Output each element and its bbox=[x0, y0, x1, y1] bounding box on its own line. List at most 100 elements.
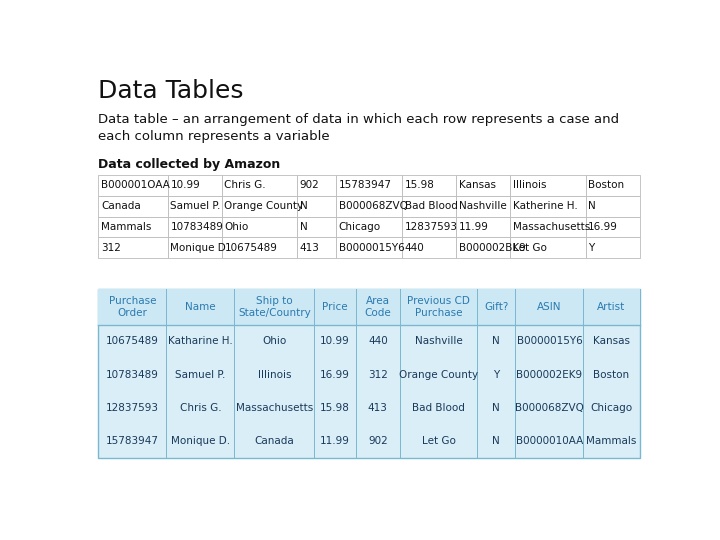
Text: 11.99: 11.99 bbox=[320, 436, 350, 446]
Text: 10675489: 10675489 bbox=[225, 243, 277, 253]
FancyBboxPatch shape bbox=[222, 175, 297, 196]
Text: Data table – an arrangement of data in which each row represents a case and
each: Data table – an arrangement of data in w… bbox=[99, 113, 619, 143]
FancyBboxPatch shape bbox=[510, 175, 585, 196]
Text: Ohio: Ohio bbox=[225, 222, 248, 232]
Text: Nashville: Nashville bbox=[415, 336, 462, 346]
FancyBboxPatch shape bbox=[510, 238, 585, 258]
FancyBboxPatch shape bbox=[99, 289, 639, 458]
Text: Price: Price bbox=[322, 302, 348, 312]
FancyBboxPatch shape bbox=[168, 238, 222, 258]
FancyBboxPatch shape bbox=[297, 196, 336, 217]
FancyBboxPatch shape bbox=[456, 175, 510, 196]
Text: B000068ZVQ: B000068ZVQ bbox=[515, 403, 584, 413]
Text: 15783947: 15783947 bbox=[338, 180, 392, 191]
Text: B000068ZVQ: B000068ZVQ bbox=[338, 201, 408, 211]
Text: B000002BK9: B000002BK9 bbox=[459, 243, 526, 253]
Text: Ship to
State/Country: Ship to State/Country bbox=[238, 296, 311, 318]
Text: Bad Blood: Bad Blood bbox=[405, 201, 458, 211]
Text: Previous CD
Purchase: Previous CD Purchase bbox=[407, 296, 470, 318]
Text: Data Tables: Data Tables bbox=[99, 79, 244, 103]
Text: Kansas: Kansas bbox=[459, 180, 496, 191]
FancyBboxPatch shape bbox=[585, 217, 639, 238]
Text: Mammals: Mammals bbox=[101, 222, 151, 232]
Text: Mammals: Mammals bbox=[586, 436, 636, 446]
Text: Massachusetts: Massachusetts bbox=[513, 222, 590, 232]
Text: Gift?: Gift? bbox=[484, 302, 508, 312]
Text: Katherine H.: Katherine H. bbox=[513, 201, 578, 211]
Text: B0000015Y6: B0000015Y6 bbox=[516, 336, 582, 346]
Text: N: N bbox=[588, 201, 596, 211]
Text: Chicago: Chicago bbox=[590, 403, 633, 413]
FancyBboxPatch shape bbox=[297, 175, 336, 196]
FancyBboxPatch shape bbox=[456, 217, 510, 238]
FancyBboxPatch shape bbox=[402, 175, 456, 196]
Text: ASIN: ASIN bbox=[537, 302, 562, 312]
FancyBboxPatch shape bbox=[168, 175, 222, 196]
FancyBboxPatch shape bbox=[99, 238, 168, 258]
Text: Ohio: Ohio bbox=[262, 336, 287, 346]
Text: 16.99: 16.99 bbox=[320, 369, 350, 380]
FancyBboxPatch shape bbox=[297, 217, 336, 238]
Text: Samuel P.: Samuel P. bbox=[171, 201, 221, 211]
FancyBboxPatch shape bbox=[336, 217, 402, 238]
FancyBboxPatch shape bbox=[168, 196, 222, 217]
Text: Purchase
Order: Purchase Order bbox=[109, 296, 156, 318]
Text: N: N bbox=[492, 336, 500, 346]
Text: Let Go: Let Go bbox=[513, 243, 547, 253]
Text: Canada: Canada bbox=[254, 436, 294, 446]
Text: 12837593: 12837593 bbox=[106, 403, 159, 413]
Text: Data collected by Amazon: Data collected by Amazon bbox=[99, 158, 281, 171]
Text: Y: Y bbox=[588, 243, 595, 253]
Text: 10.99: 10.99 bbox=[171, 180, 200, 191]
FancyBboxPatch shape bbox=[222, 196, 297, 217]
Text: B000002EK9: B000002EK9 bbox=[516, 369, 582, 380]
FancyBboxPatch shape bbox=[99, 289, 639, 325]
Text: Artist: Artist bbox=[598, 302, 626, 312]
Text: Bad Blood: Bad Blood bbox=[412, 403, 465, 413]
Text: N: N bbox=[300, 222, 307, 232]
Text: 312: 312 bbox=[368, 369, 388, 380]
Text: 10.99: 10.99 bbox=[320, 336, 350, 346]
Text: B0000015Y6: B0000015Y6 bbox=[338, 243, 405, 253]
Text: Canada: Canada bbox=[101, 201, 141, 211]
Text: Nashville: Nashville bbox=[459, 201, 507, 211]
Text: 312: 312 bbox=[101, 243, 121, 253]
Text: Chris G.: Chris G. bbox=[179, 403, 221, 413]
Text: Illinois: Illinois bbox=[258, 369, 291, 380]
Text: 413: 413 bbox=[300, 243, 320, 253]
FancyBboxPatch shape bbox=[402, 196, 456, 217]
Text: Illinois: Illinois bbox=[513, 180, 546, 191]
FancyBboxPatch shape bbox=[585, 175, 639, 196]
FancyBboxPatch shape bbox=[402, 238, 456, 258]
FancyBboxPatch shape bbox=[336, 238, 402, 258]
FancyBboxPatch shape bbox=[336, 175, 402, 196]
FancyBboxPatch shape bbox=[297, 238, 336, 258]
Text: 10783489: 10783489 bbox=[106, 369, 159, 380]
FancyBboxPatch shape bbox=[99, 175, 168, 196]
FancyBboxPatch shape bbox=[402, 217, 456, 238]
Text: N: N bbox=[300, 201, 307, 211]
Text: Y: Y bbox=[493, 369, 499, 380]
Text: Boston: Boston bbox=[593, 369, 629, 380]
FancyBboxPatch shape bbox=[222, 238, 297, 258]
Text: Name: Name bbox=[185, 302, 216, 312]
Text: 10783489: 10783489 bbox=[171, 222, 223, 232]
Text: Let Go: Let Go bbox=[422, 436, 456, 446]
FancyBboxPatch shape bbox=[222, 217, 297, 238]
Text: 413: 413 bbox=[368, 403, 388, 413]
Text: Katharine H.: Katharine H. bbox=[168, 336, 233, 346]
Text: Boston: Boston bbox=[588, 180, 624, 191]
Text: B000001OAA: B000001OAA bbox=[101, 180, 170, 191]
Text: 16.99: 16.99 bbox=[588, 222, 618, 232]
FancyBboxPatch shape bbox=[585, 238, 639, 258]
Text: Massachusetts: Massachusetts bbox=[235, 403, 313, 413]
Text: 15783947: 15783947 bbox=[106, 436, 159, 446]
Text: Area
Code: Area Code bbox=[364, 296, 391, 318]
Text: 902: 902 bbox=[300, 180, 320, 191]
Text: Monique D.: Monique D. bbox=[171, 243, 230, 253]
Text: Orange County: Orange County bbox=[399, 369, 478, 380]
Text: Orange County: Orange County bbox=[225, 201, 304, 211]
Text: Chris G.: Chris G. bbox=[225, 180, 266, 191]
FancyBboxPatch shape bbox=[168, 217, 222, 238]
FancyBboxPatch shape bbox=[99, 196, 168, 217]
